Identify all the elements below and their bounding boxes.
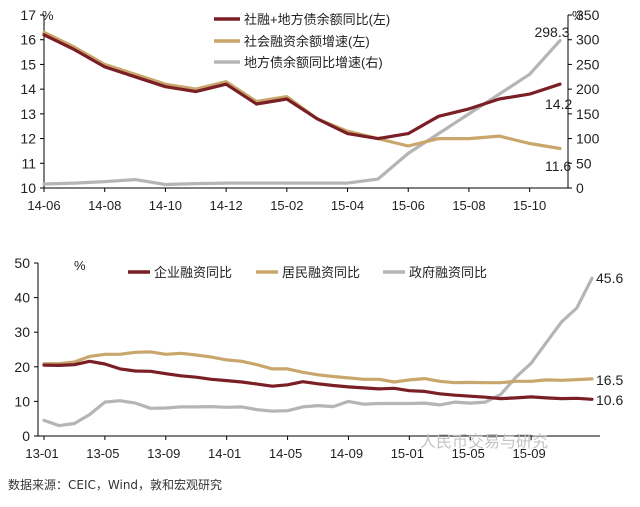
c2-legend-label: 企业融资同比 xyxy=(154,265,232,280)
c2-legend-label: 政府融资同比 xyxy=(409,265,487,280)
c1-y-right-tick-label: 50 xyxy=(576,155,592,171)
c1-series-line-2 xyxy=(42,38,562,187)
c1-y-left-tick-label: 13 xyxy=(20,106,36,122)
c2-x-tick-label: 14-01 xyxy=(208,446,241,461)
c2-x-tick-label: 13-01 xyxy=(25,446,58,461)
c1-end-label-tan: 11.6 xyxy=(545,158,571,174)
c1-x-tick-label: 14-12 xyxy=(209,198,242,213)
c1-legend-label: 社会融资余额增速(左) xyxy=(244,34,370,49)
c2-y-tick-label: 10 xyxy=(14,393,30,409)
c1-x-tick-label: 15-06 xyxy=(392,198,425,213)
c1-y-left-tick-label: 15 xyxy=(20,56,36,72)
c1-y-left-tick-label: 16 xyxy=(20,32,36,48)
c1-x-tick-label: 14-10 xyxy=(149,198,182,213)
c2-legend-label: 居民融资同比 xyxy=(282,265,360,280)
c2-series-line-1 xyxy=(42,350,594,385)
c1-y-left-tick-label: 11 xyxy=(21,155,36,171)
c1-x-tick-label: 15-02 xyxy=(270,198,303,213)
c1-x-tick-label: 15-10 xyxy=(513,198,546,213)
c1-y-right-tick-label: 250 xyxy=(576,56,600,72)
c1-end-label-gray: 298.3 xyxy=(534,24,569,40)
c2-left-unit: % xyxy=(74,258,86,273)
c2-y-tick-label: 20 xyxy=(14,359,30,375)
c2-x-tick-label: 13-09 xyxy=(147,446,180,461)
c1-y-left-tick-label: 12 xyxy=(20,131,36,147)
c1-x-tick-label: 14-06 xyxy=(27,198,60,213)
c2-end-label-red: 10.6 xyxy=(596,392,623,408)
c2-x-tick-label: 14-09 xyxy=(330,446,363,461)
c1-legend-label: 社融+地方债余额同比(左) xyxy=(244,12,390,27)
c1-y-left-tick-label: 10 xyxy=(20,180,36,196)
c1-left-unit: % xyxy=(42,8,54,23)
c2-end-label-tan: 16.5 xyxy=(596,372,623,388)
c1-y-right-tick-label: 300 xyxy=(576,32,600,48)
c1-x-tick-label: 15-04 xyxy=(331,198,364,213)
c1-series-line-0 xyxy=(42,33,562,141)
c1-x-tick-label: 15-08 xyxy=(452,198,485,213)
c2-series-line-2 xyxy=(42,276,594,428)
c2-x-tick-label: 15-05 xyxy=(452,446,485,461)
c2-series-line-0 xyxy=(42,359,594,401)
watermark-text: 人民币交易与研究 xyxy=(420,432,549,451)
c1-y-left-tick-label: 14 xyxy=(20,81,36,97)
c1-x-tick-label: 14-08 xyxy=(88,198,121,213)
c2-end-label-gray: 45.6 xyxy=(596,270,623,286)
c2-y-tick-label: 40 xyxy=(14,290,30,306)
source-note: 数据来源：CEIC，Wind，敦和宏观研究 xyxy=(8,478,223,492)
c2-x-tick-label: 13-05 xyxy=(86,446,119,461)
c1-y-right-tick-label: 200 xyxy=(576,81,600,97)
c1-y-right-tick-label: 150 xyxy=(576,106,600,122)
c2-x-tick-label: 15-09 xyxy=(512,446,545,461)
c2-y-tick-label: 50 xyxy=(14,255,30,271)
c1-legend-label: 地方债余额同比增速(右) xyxy=(244,55,383,70)
c2-x-tick-label: 15-01 xyxy=(391,446,424,461)
c2-y-tick-label: 30 xyxy=(14,324,30,340)
c2-y-tick-label: 0 xyxy=(22,428,30,444)
c1-series-line-1 xyxy=(42,30,562,151)
c1-y-right-tick-label: 350 xyxy=(576,7,600,23)
c1-y-right-tick-label: 100 xyxy=(576,131,600,147)
c2-x-tick-label: 14-05 xyxy=(269,446,302,461)
c1-right-unit: % xyxy=(572,8,584,23)
c1-end-label-red: 14.2 xyxy=(545,96,572,112)
c1-y-left-tick-label: 17 xyxy=(20,7,36,23)
c1-y-right-tick-label: 0 xyxy=(576,180,584,196)
